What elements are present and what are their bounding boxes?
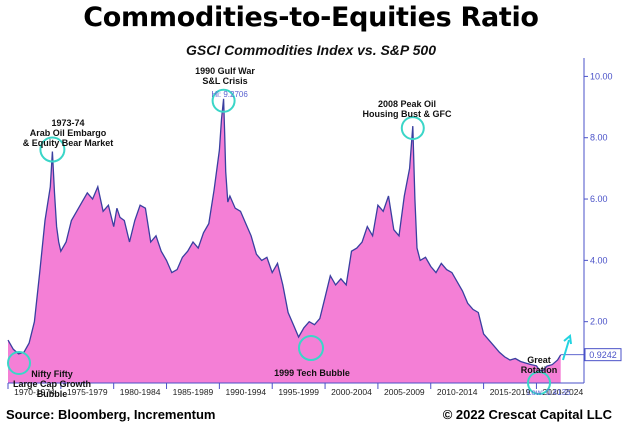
low-label: Low: 0.4135 bbox=[527, 388, 571, 397]
chart-subtitle: GSCI Commodities Index vs. S&P 500 bbox=[185, 42, 436, 58]
annotation-label: S&L Crisis bbox=[202, 76, 247, 86]
last-value-label: 0.9242 bbox=[589, 350, 617, 360]
annotation-label: Arab Oil Embargo bbox=[30, 128, 107, 138]
x-tick-label: 1985-1989 bbox=[173, 387, 214, 397]
last-value-box bbox=[584, 348, 622, 362]
x-tick-label: 2015-2019 bbox=[490, 387, 531, 397]
y-tick-label: 4.00 bbox=[590, 255, 608, 265]
hi-label: Hi: 9.2706 bbox=[211, 90, 248, 99]
area-series bbox=[7, 98, 562, 384]
highlight-circle bbox=[7, 351, 31, 375]
annotation-label: 2008 Peak Oil bbox=[378, 99, 436, 109]
annotation-label: Housing Bust & GFC bbox=[363, 109, 452, 119]
highlight-circle bbox=[39, 136, 66, 163]
x-tick-label: 1995-1999 bbox=[278, 387, 319, 397]
x-tick-label: 2020-2024 bbox=[543, 387, 584, 397]
y-tick-label: 10.00 bbox=[590, 71, 613, 81]
highlight-circle bbox=[527, 371, 551, 395]
up-arrow-icon bbox=[562, 339, 570, 361]
annotation-label: Great bbox=[527, 355, 551, 365]
x-tick-label: 2010-2014 bbox=[437, 387, 478, 397]
area-fill bbox=[8, 98, 561, 384]
annotation-label: & Equity Bear Market bbox=[23, 138, 114, 148]
arrow-head-icon bbox=[563, 334, 572, 345]
highlight-circle bbox=[298, 335, 324, 361]
highlight-circle bbox=[211, 88, 236, 113]
annotation-label: Large Cap Growth bbox=[13, 379, 91, 389]
source-note: Source: Bloomberg, Incrementum bbox=[6, 407, 216, 422]
x-tick-label: 1970-1974 bbox=[14, 387, 55, 397]
y-tick-label: 6.00 bbox=[590, 194, 608, 204]
x-tick-label: 2000-2004 bbox=[331, 387, 372, 397]
chart-title: Commodities-to-Equities Ratio bbox=[83, 2, 539, 33]
x-tick-label: 1990-1994 bbox=[225, 387, 266, 397]
annotation-label: Nifty Fifty bbox=[31, 369, 73, 379]
x-tick-label: 1980-1984 bbox=[120, 387, 161, 397]
series-line bbox=[7, 98, 562, 372]
annotation-label: Bubble bbox=[37, 389, 68, 399]
y-tick-label: 2.00 bbox=[590, 317, 608, 327]
x-tick-label: 2005-2009 bbox=[384, 387, 425, 397]
annotation-label: 1973-74 bbox=[51, 118, 84, 128]
annotation-label: Rotation bbox=[521, 365, 558, 375]
copyright-note: © 2022 Crescat Capital LLC bbox=[442, 407, 612, 422]
annotation-label: 1999 Tech Bubble bbox=[274, 368, 350, 378]
highlight-circle bbox=[400, 116, 425, 141]
y-tick-label: 8.00 bbox=[590, 133, 608, 143]
x-tick-label: 1975-1979 bbox=[67, 387, 108, 397]
annotation-label: 1990 Gulf War bbox=[195, 66, 255, 76]
